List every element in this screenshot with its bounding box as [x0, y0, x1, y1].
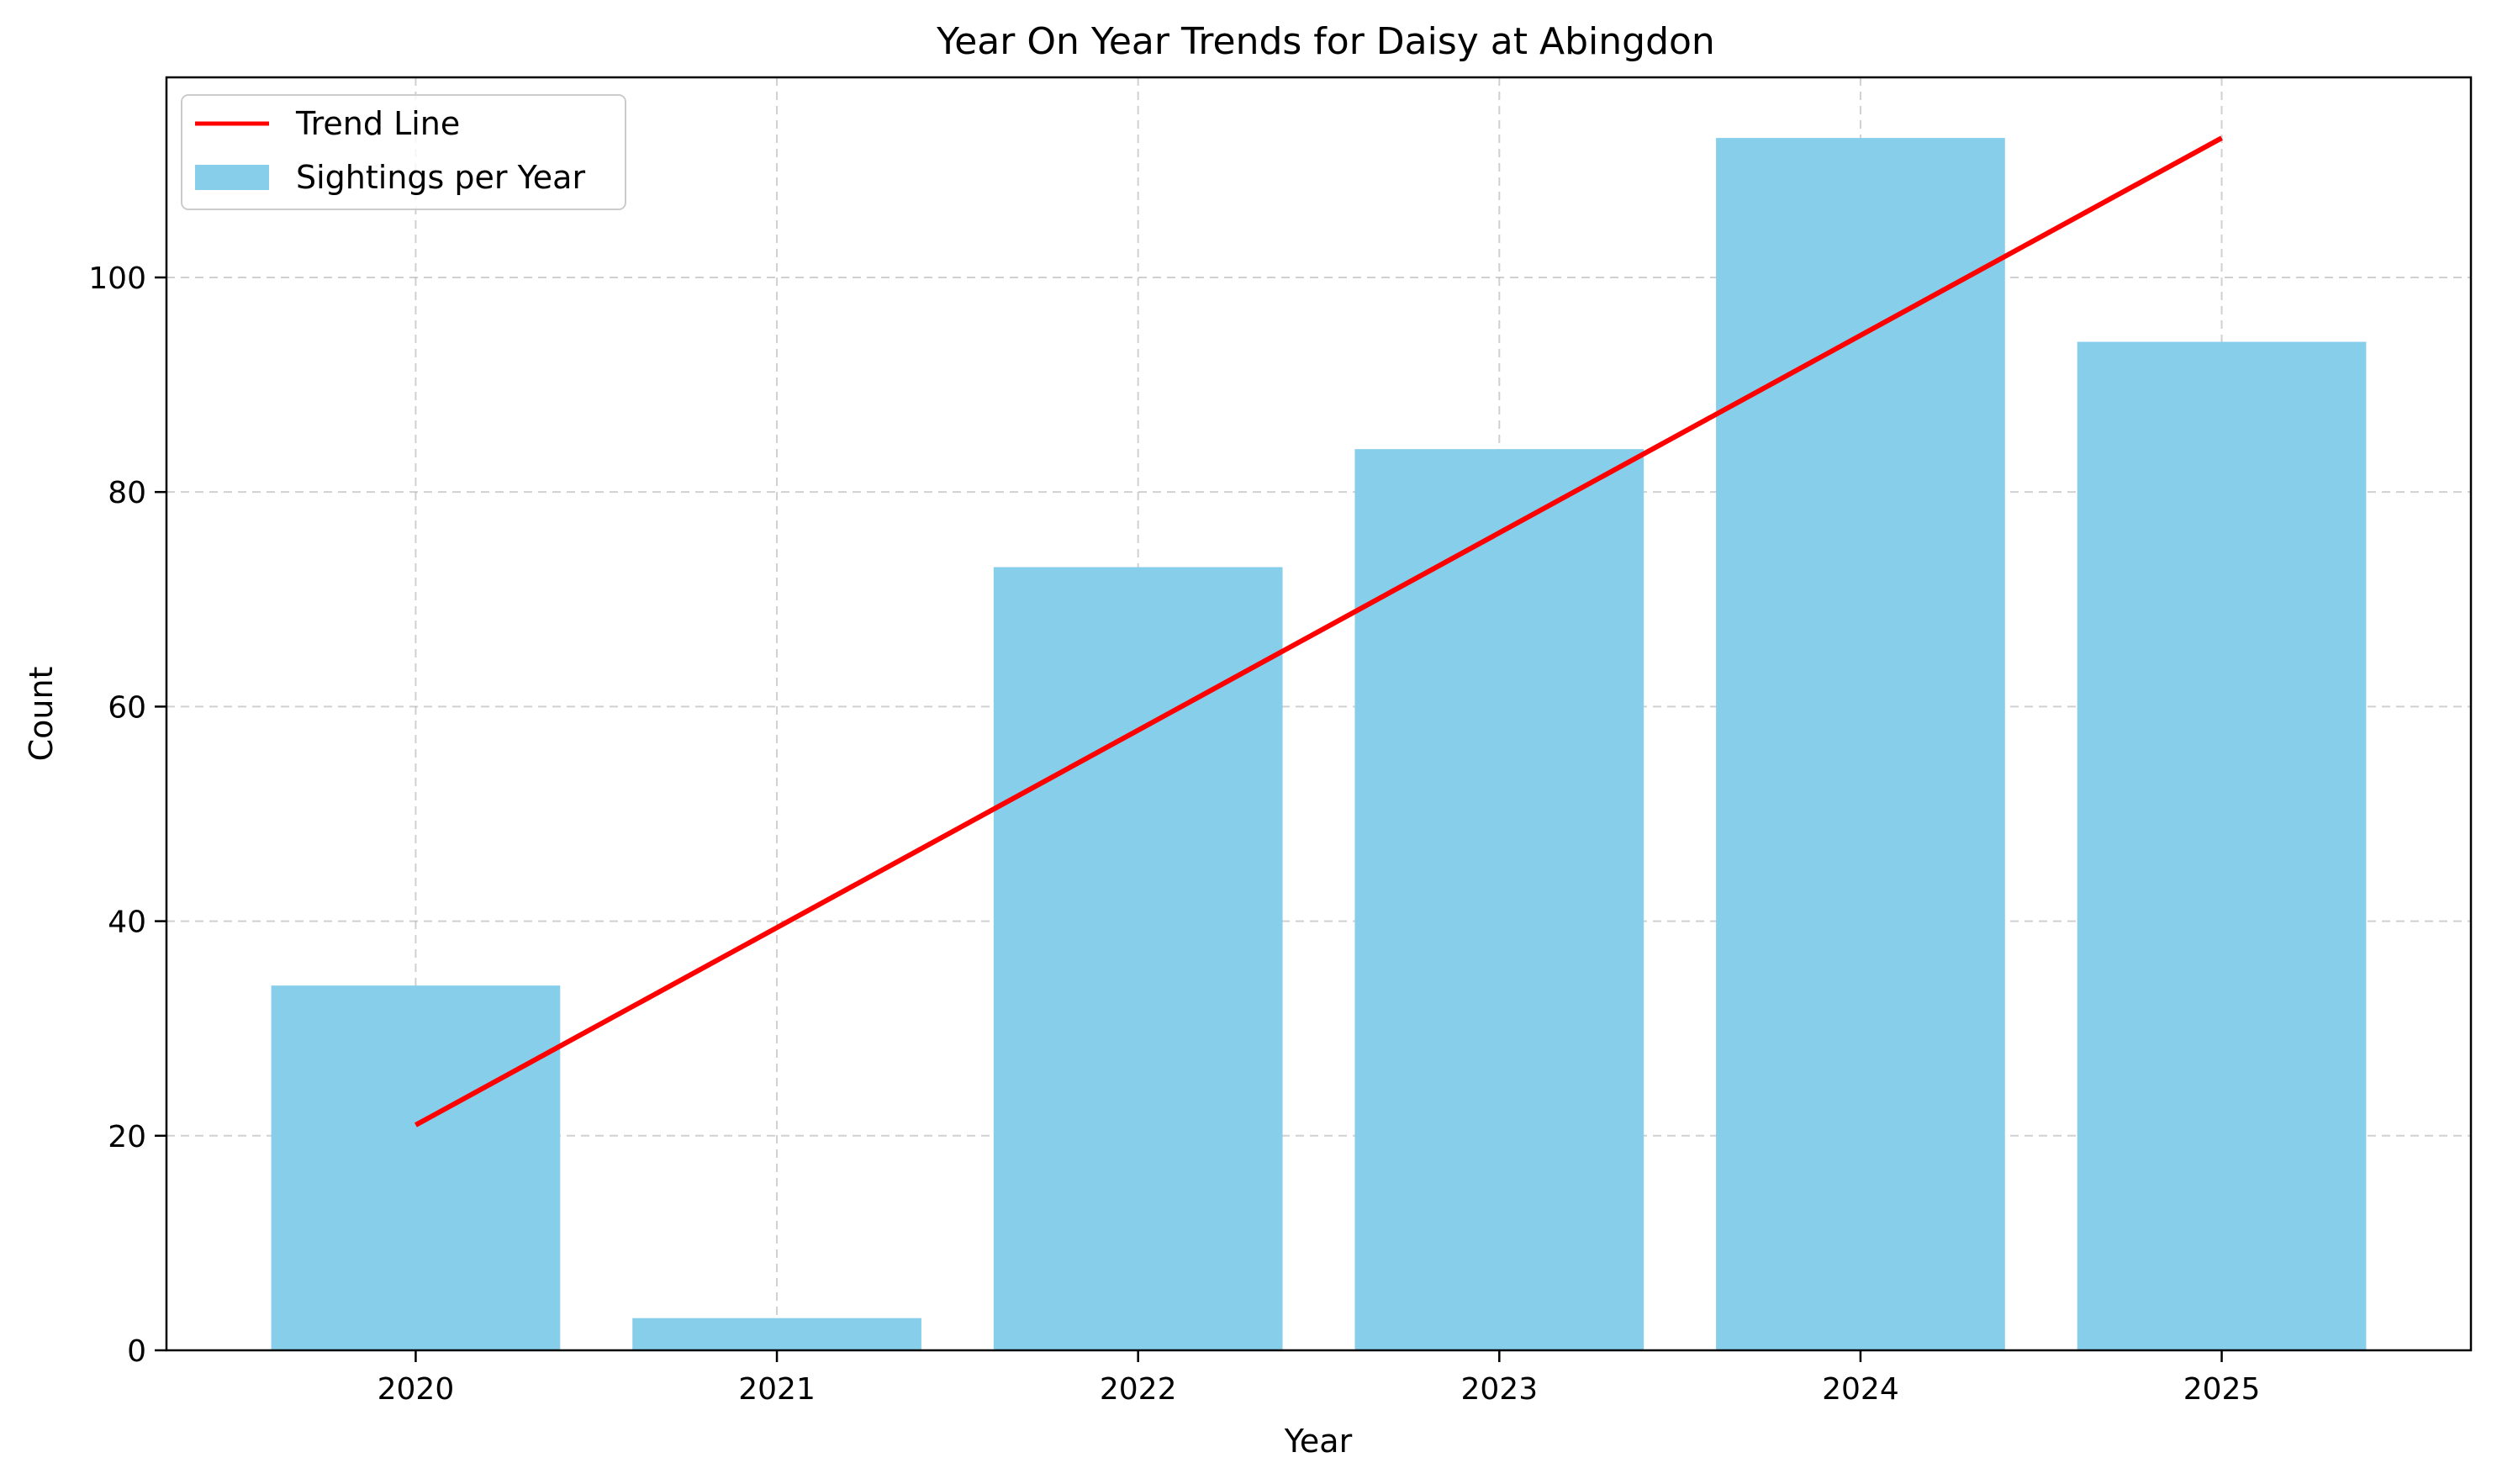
y-axis: 0 20 40 60 80 100 [88, 261, 166, 1369]
x-tick-label-2023: 2023 [1460, 1372, 1538, 1407]
trend-line [414, 135, 2223, 1128]
x-tick-label-2025: 2025 [2183, 1372, 2261, 1407]
x-tick-label-2024: 2024 [1822, 1372, 1899, 1407]
legend-label-trend-line: Trend Line [295, 105, 460, 142]
y-axis-label: Count [23, 667, 60, 762]
y-tick-label-100: 100 [88, 261, 146, 296]
y-tick-label-80: 80 [108, 476, 146, 510]
bar-2023 [1354, 449, 1644, 1350]
plot-frame [165, 76, 2473, 1352]
x-axis-label: Year [1284, 1423, 1353, 1460]
y-tick-label-0: 0 [127, 1334, 146, 1369]
bar-2024 [1716, 138, 2005, 1351]
bar-2021 [632, 1318, 921, 1350]
bar-2020 [271, 985, 561, 1350]
chart-title: Year On Year Trends for Daisy at Abingdo… [936, 20, 1715, 63]
bar-2022 [993, 567, 1283, 1350]
x-tick-label-2021: 2021 [738, 1372, 816, 1407]
x-tick-label-2020: 2020 [377, 1372, 455, 1407]
y-tick-label-20: 20 [108, 1120, 146, 1154]
x-axis: 2020 2021 2022 2023 2024 2025 [377, 1350, 2261, 1407]
trend-line-layer [414, 135, 2223, 1128]
bars [271, 138, 2367, 1351]
x-tick-label-2022: 2022 [1100, 1372, 1177, 1407]
y-tick-label-60: 60 [108, 690, 146, 725]
y-tick-label-40: 40 [108, 906, 146, 940]
legend-box [181, 94, 626, 210]
legend-swatch-sightings [195, 165, 269, 190]
legend-label-sightings: Sightings per Year [296, 159, 585, 196]
legend: Trend Line Sightings per Year [181, 94, 626, 210]
bar-2025 [2077, 341, 2367, 1350]
